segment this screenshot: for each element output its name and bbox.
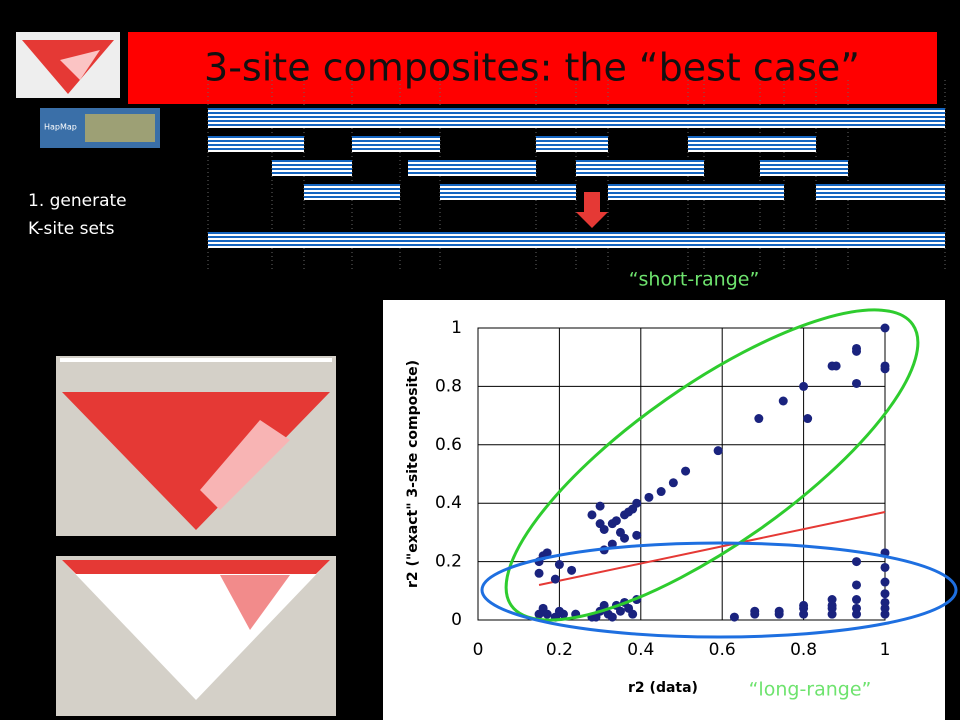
y-tick-label: 1: [451, 318, 462, 338]
site-set: [608, 184, 784, 200]
site-set: [536, 136, 608, 152]
hapmap-logo: HapMap: [40, 108, 160, 148]
point: [534, 568, 544, 578]
x-axis-label: r2 (data): [628, 680, 698, 696]
point: [827, 600, 837, 610]
point: [595, 501, 605, 511]
heatmap-full: [56, 356, 336, 536]
point: [587, 510, 597, 520]
short-range-label: “short-range”: [629, 269, 760, 291]
site-set: [272, 160, 352, 176]
point: [880, 597, 890, 607]
site-set: [208, 232, 945, 248]
point: [542, 609, 552, 619]
x-tick-label: 1: [880, 640, 891, 660]
point: [799, 381, 809, 391]
thumb-heatmap: [16, 32, 120, 98]
x-tick-label: 0.6: [709, 640, 736, 660]
site-set: [208, 108, 945, 128]
point: [607, 612, 617, 622]
point: [542, 548, 552, 558]
point: [713, 446, 723, 456]
point: [644, 492, 654, 502]
point: [599, 600, 609, 610]
point: [550, 574, 560, 584]
point: [774, 606, 784, 616]
point: [852, 580, 862, 590]
site-set: [304, 184, 400, 200]
point: [880, 562, 890, 572]
point: [615, 606, 625, 616]
point: [620, 533, 630, 543]
trend-line: [538, 510, 886, 586]
site-set: [688, 136, 816, 152]
point: [880, 361, 890, 371]
point: [880, 323, 890, 333]
point: [668, 478, 678, 488]
point: [750, 606, 760, 616]
point: [632, 498, 642, 508]
site-sets: [207, 80, 946, 270]
point: [778, 396, 788, 406]
point: [831, 361, 841, 371]
svg-text:HapMap: HapMap: [44, 123, 77, 132]
site-set: [208, 136, 304, 152]
step-text: K-site sets: [28, 219, 115, 239]
point: [880, 577, 890, 587]
x-tick-label: 0: [473, 640, 484, 660]
long-range-label: “long-range”: [749, 679, 872, 701]
point: [628, 609, 638, 619]
point: [558, 609, 568, 619]
site-set: [816, 184, 945, 200]
y-tick-label: 0: [451, 610, 462, 630]
point: [852, 603, 862, 613]
point: [880, 589, 890, 599]
short-range-ellipse: [504, 308, 920, 622]
heatmap-filtered: [56, 556, 336, 716]
x-tick-label: 0.4: [627, 640, 654, 660]
step-text: 1. generate: [28, 191, 127, 211]
slide-title: 3-site composites: the “best case”: [204, 46, 860, 90]
x-tick-label: 0.8: [790, 640, 817, 660]
y-tick-label: 0.6: [435, 435, 462, 455]
arrow: [576, 192, 608, 228]
point: [852, 557, 862, 567]
site-set: [408, 160, 536, 176]
point: [852, 378, 862, 388]
plot-area: [477, 327, 886, 621]
long-range-ellipse: [480, 541, 958, 639]
y-axis-label: r2 ("exact" 3-site composite): [405, 360, 421, 588]
point: [799, 600, 809, 610]
point: [656, 487, 666, 497]
site-set: [352, 136, 440, 152]
point: [852, 346, 862, 356]
site-set: [760, 160, 848, 176]
point: [803, 414, 813, 424]
x-tick-label: 0.2: [546, 640, 573, 660]
point: [754, 414, 764, 424]
point: [554, 560, 564, 570]
site-set: [576, 160, 704, 176]
point: [681, 466, 691, 476]
point: [567, 565, 577, 575]
point: [599, 524, 609, 534]
point: [611, 516, 621, 526]
y-tick-label: 0.8: [435, 376, 462, 396]
point: [632, 530, 642, 540]
site-set: [440, 184, 576, 200]
point: [729, 612, 739, 622]
point: [852, 595, 862, 605]
y-tick-label: 0.4: [435, 493, 462, 513]
title-band: [128, 32, 937, 104]
y-tick-label: 0.2: [435, 552, 462, 572]
